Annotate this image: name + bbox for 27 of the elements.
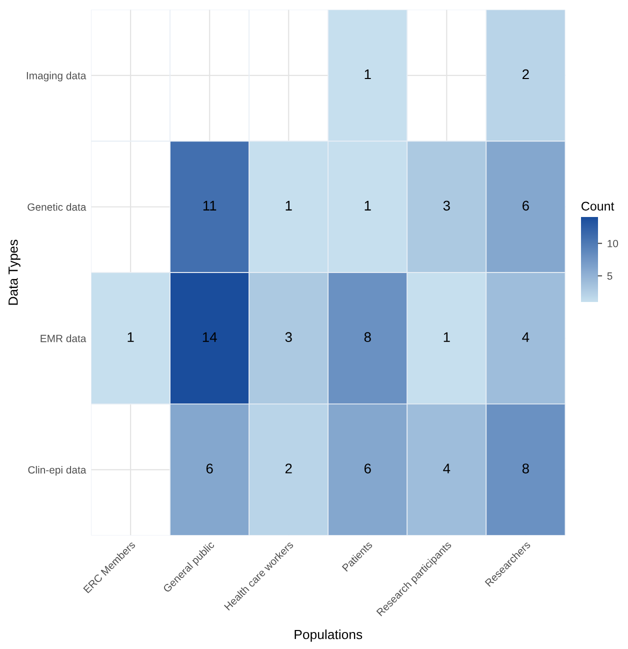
data-label: 2 [285,464,292,474]
data-label: 14 [202,332,217,342]
y-tick-label: Clin-epi data [28,466,86,476]
data-label: 1 [364,200,371,210]
data-label: 1 [286,200,292,210]
data-label: 8 [364,332,371,342]
y-axis-title: Data Types [8,240,20,305]
y-tick-label: Imaging data [26,72,86,82]
color-bar-label: 5 [607,272,612,280]
x-axis-title: Populations [294,629,362,642]
color-bar-title: Count [582,202,614,211]
data-label: 6 [522,200,529,211]
data-label: 4 [522,332,530,342]
data-label: 8 [522,464,529,474]
data-label: 11 [203,200,216,210]
data-label: 3 [285,332,292,342]
data-label: 3 [443,200,450,211]
data-label: 2 [522,69,529,80]
y-tick-label: EMR data [40,334,86,342]
data-label: 6 [364,464,371,474]
data-label: 1 [444,332,450,342]
data-label: 6 [206,464,213,474]
data-label: 1 [364,69,371,80]
color-bar-label: 10 [608,240,618,248]
data-label: 4 [443,464,450,474]
y-tick-label: Genetic data [28,203,86,211]
data-label: 1 [128,332,134,342]
